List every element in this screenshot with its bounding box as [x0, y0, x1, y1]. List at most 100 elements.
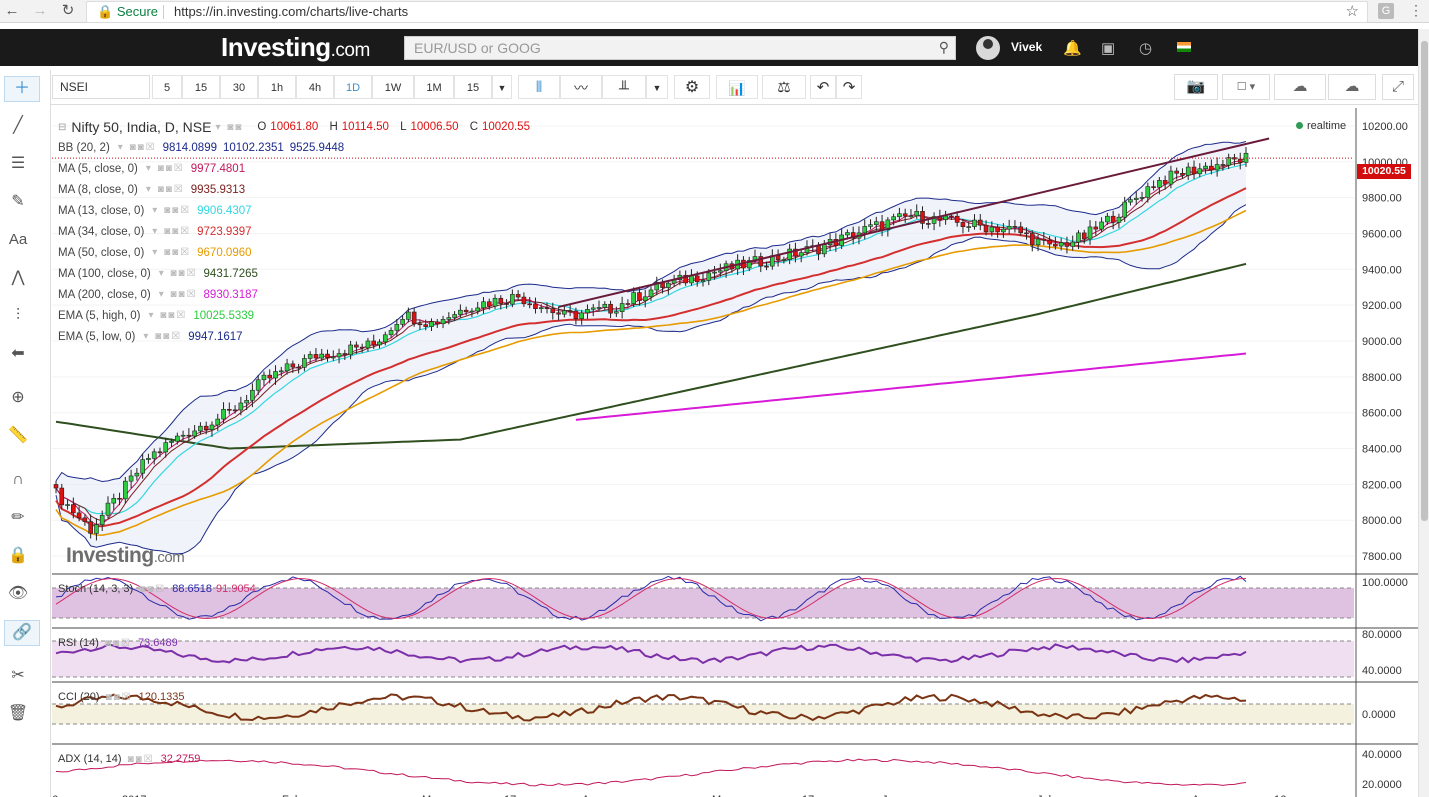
panel-label[interactable]: ADX (14, 14) ◙◙☒ 32.2759: [58, 753, 204, 765]
indicator-controls-icon[interactable]: ▾ ◙◙☒: [145, 163, 185, 174]
page-scrollbar[interactable]: [1418, 29, 1429, 797]
candle-body: [631, 292, 636, 304]
pattern-icon[interactable]: ⋀: [11, 269, 25, 286]
indicator-controls-icon[interactable]: ▾ ◙◙☒: [152, 205, 192, 216]
interval-15[interactable]: 15: [182, 75, 220, 99]
link-icon[interactable]: 🔗: [4, 620, 40, 646]
search-icon[interactable]: ⚲: [938, 39, 949, 55]
indicator-controls-icon[interactable]: ▾ ◙◙☒: [148, 310, 188, 321]
reload-icon[interactable]: ↻: [61, 2, 75, 19]
price-axis-label: 10200.00: [1362, 121, 1408, 133]
investing-logo[interactable]: Investing.com: [221, 32, 370, 62]
bar-chart-type-icon[interactable]: ╨: [602, 75, 646, 99]
scrollbar-thumb[interactable]: [1421, 41, 1428, 521]
portfolio-briefcase-icon[interactable]: ▣: [1101, 40, 1116, 57]
indicator-controls-icon[interactable]: ▾ ◙◙☒: [152, 226, 192, 237]
trash-icon[interactable]: 🗑: [7, 705, 29, 722]
title-controls-icon[interactable]: ▾ ◙◙: [215, 121, 244, 133]
camera-icon[interactable]: 📷: [1174, 74, 1218, 100]
candle-body: [411, 311, 417, 325]
avatar[interactable]: [976, 36, 1000, 60]
india-flag-icon[interactable]: [1177, 42, 1191, 52]
hide-eye-icon[interactable]: 👁: [7, 585, 29, 602]
indicator-row[interactable]: MA (5, close, 0) ▾ ◙◙☒ 9977.4801: [58, 158, 530, 179]
panel-controls-icon[interactable]: ◙◙☒: [104, 638, 133, 649]
interval-5[interactable]: 5: [152, 75, 182, 99]
price-chart[interactable]: 7800.00 8000.00 8200.00 8400.00 8600.00 8800.…: [52, 108, 1418, 797]
candlestick-chart-icon[interactable]: ⫴: [518, 75, 560, 99]
settings-gear-icon[interactable]: ⚙: [674, 75, 710, 99]
interval-dropdown-icon[interactable]: ▼: [492, 75, 512, 99]
interval-1d[interactable]: 1D: [334, 75, 372, 99]
compare-scale-icon[interactable]: ⚖: [762, 75, 806, 99]
indicator-row[interactable]: MA (200, close, 0) ▾ ◙◙☒ 8930.3187: [58, 284, 530, 305]
panel-controls-icon[interactable]: ◙◙☒: [139, 584, 167, 595]
brush-icon[interactable]: ✎: [11, 193, 25, 210]
chart-type-dropdown-icon[interactable]: ▼: [646, 75, 668, 99]
fullscreen-icon[interactable]: ⤢: [1382, 74, 1414, 100]
panel-label[interactable]: CCI (20) ◙◙☒ 120.1335: [58, 691, 189, 703]
interval-1w[interactable]: 1W: [372, 75, 414, 99]
candle-body: [1226, 157, 1231, 166]
measure-icon[interactable]: 📏: [8, 427, 28, 444]
fibonacci-icon[interactable]: ⫶: [15, 307, 20, 324]
bell-icon[interactable]: 🔔: [1063, 40, 1082, 57]
indicator-row[interactable]: EMA (5, high, 0) ▾ ◙◙☒ 10025.5339: [58, 305, 530, 326]
trend-line-icon[interactable]: ╱: [13, 117, 23, 134]
interval-custom[interactable]: 15: [454, 75, 492, 99]
interval-1h[interactable]: 1h: [258, 75, 296, 99]
symbol-input[interactable]: NSEI: [52, 75, 150, 99]
indicator-row[interactable]: MA (34, close, 0) ▾ ◙◙☒ 9723.9397: [58, 221, 530, 242]
interval-30[interactable]: 30: [220, 75, 258, 99]
candle-body: [562, 310, 567, 315]
pencil-icon[interactable]: ✏: [11, 509, 25, 526]
undo-icon[interactable]: ↶: [810, 75, 836, 99]
indicator-controls-icon[interactable]: ▾ ◙◙☒: [158, 289, 198, 300]
panel-name: Stoch (14, 3, 3): [58, 583, 134, 595]
username[interactable]: Vivek: [1011, 40, 1043, 54]
tools-icon[interactable]: ✂: [11, 667, 25, 684]
indicator-row[interactable]: MA (100, close, 0) ▾ ◙◙☒ 9431.7265: [58, 263, 530, 284]
horizontal-lines-icon[interactable]: ☰: [10, 155, 26, 172]
clock-icon[interactable]: ◷: [1139, 40, 1153, 57]
indicator-row[interactable]: MA (13, close, 0) ▾ ◙◙☒ 9906.4307: [58, 200, 530, 221]
browser-menu-icon[interactable]: ⋮: [1409, 2, 1423, 18]
indicator-controls-icon[interactable]: ▾ ◙◙☒: [145, 184, 185, 195]
indicator-row[interactable]: BB (20, 2) ▾ ◙◙☒ 9814.0899 10102.2351 9525.9…: [58, 137, 530, 158]
collapse-icon[interactable]: ⊟: [58, 121, 67, 133]
panel-controls-icon[interactable]: ◙◙☒: [127, 754, 155, 765]
text-tool-icon[interactable]: Aa: [8, 231, 28, 248]
forward-arrow-icon[interactable]: →: [32, 2, 48, 19]
zoom-in-icon[interactable]: ⊕: [11, 389, 25, 406]
time-axis-label: 16: [1274, 794, 1286, 797]
panel-label[interactable]: RSI (14) ◙◙☒ 73.6489: [58, 637, 182, 649]
candle-body: [1018, 226, 1024, 234]
bookmark-star-icon[interactable]: ☆: [1345, 3, 1359, 20]
line-chart-icon[interactable]: 〰: [560, 75, 602, 99]
address-bar[interactable]: 🔒 Secure https://in.investing.com/charts…: [86, 1, 1368, 23]
interval-1m[interactable]: 1M: [414, 75, 454, 99]
indicator-controls-icon[interactable]: ▾ ◙◙☒: [158, 268, 198, 279]
indicator-row[interactable]: MA (8, close, 0) ▾ ◙◙☒ 9935.9313: [58, 179, 530, 200]
redo-icon[interactable]: ↷: [836, 75, 862, 99]
indicator-row[interactable]: EMA (5, low, 0) ▾ ◙◙☒ 9947.1617: [58, 326, 530, 347]
lock-icon[interactable]: 🔒: [8, 547, 28, 564]
crosshair-icon[interactable]: ＋: [4, 76, 40, 102]
cloud-download-icon[interactable]: ☁: [1274, 74, 1326, 100]
url-text[interactable]: https://in.investing.com/charts/live-cha…: [174, 4, 409, 19]
cloud-upload-icon[interactable]: ☁: [1328, 74, 1376, 100]
back-arrow-icon[interactable]: ←: [4, 2, 20, 19]
template-dropdown-icon[interactable]: ☐ ▾: [1222, 74, 1270, 100]
panel-label[interactable]: Stoch (14, 3, 3) ◙◙☒ 88.6518 91.9054: [58, 583, 260, 595]
search-input[interactable]: EUR/USD or GOOG ⚲: [404, 36, 956, 60]
indicator-controls-icon[interactable]: ▾ ◙◙☒: [117, 142, 157, 153]
indicators-icon[interactable]: 📊: [716, 75, 758, 99]
magnet-icon[interactable]: ∩: [12, 471, 24, 488]
indicator-controls-icon[interactable]: ▾ ◙◙☒: [152, 247, 192, 258]
interval-4h[interactable]: 4h: [296, 75, 334, 99]
back-arrow-tool-icon[interactable]: ⬅: [11, 345, 25, 362]
indicator-row[interactable]: MA (50, close, 0) ▾ ◙◙☒ 9670.0960: [58, 242, 530, 263]
indicator-controls-icon[interactable]: ▾ ◙◙☒: [143, 331, 183, 342]
panel-controls-icon[interactable]: ◙◙☒: [105, 692, 133, 703]
extension-g-icon[interactable]: G: [1378, 3, 1394, 19]
